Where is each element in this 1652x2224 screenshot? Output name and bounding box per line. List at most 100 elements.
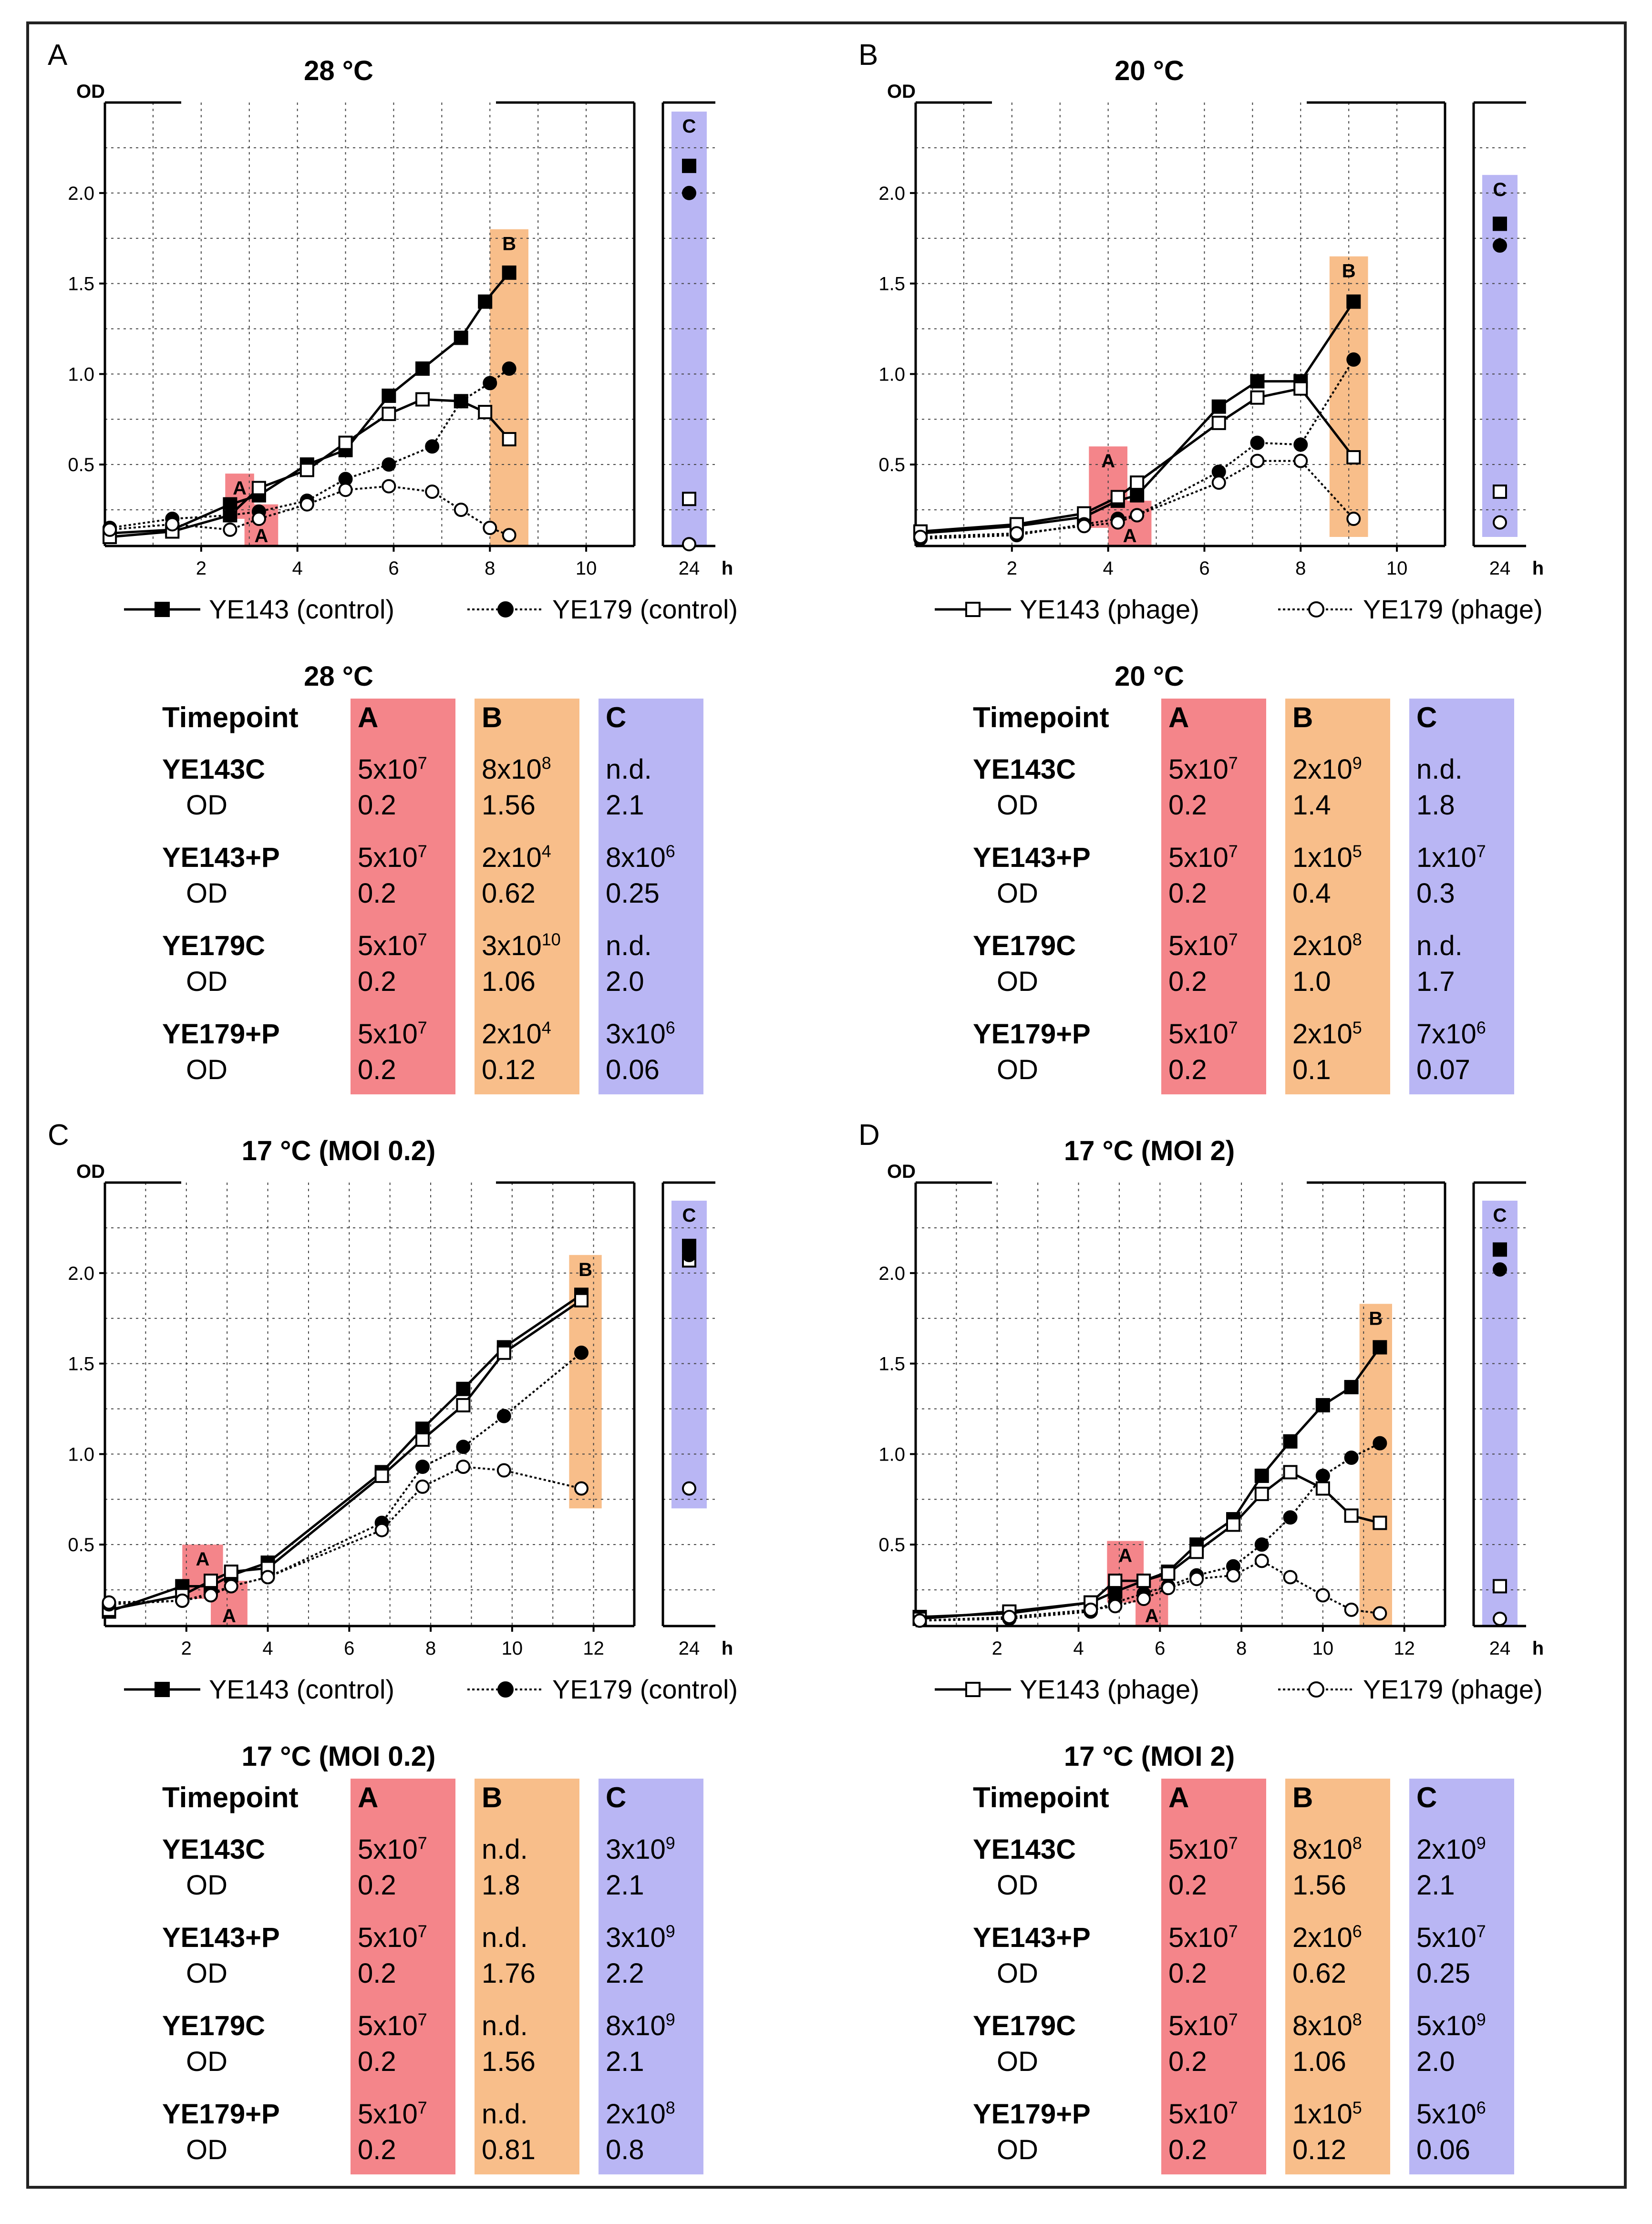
legend-swatch-dotted-filled-circle [467, 1681, 544, 1698]
exponent: 5 [1352, 841, 1362, 861]
panel-label: B [858, 39, 878, 72]
table-header-b: B [1292, 701, 1313, 733]
data-point [1373, 1515, 1387, 1530]
exponent: 7 [417, 841, 427, 861]
row-label: YE143C [973, 1834, 1076, 1865]
exponent: 7 [1228, 753, 1238, 773]
row-label-od: OD [186, 1958, 227, 1989]
x-tick-label: 8 [1295, 558, 1306, 579]
row-label-od: OD [997, 790, 1038, 821]
band-letter-b: B [1342, 261, 1356, 282]
data-point [223, 508, 237, 523]
data-point [1373, 1606, 1387, 1621]
data-point [415, 392, 430, 407]
table-column-bg-c [599, 1779, 703, 2174]
row-label: YE179C [973, 930, 1076, 961]
y-tick-label: 1.5 [68, 274, 94, 295]
table-title: 20 °C [1115, 661, 1184, 692]
series-line [108, 1294, 582, 1613]
row-label: YE143+P [162, 1922, 280, 1953]
row-label-od: OD [186, 966, 227, 997]
table-cell-c: 8x109 [606, 2009, 675, 2041]
band-letter-a: A [233, 478, 247, 499]
y-tick-label: 1.5 [878, 1354, 905, 1375]
row-label-od: OD [997, 878, 1038, 909]
table-cell-a: 0.2 [1168, 878, 1207, 909]
series-line [109, 1465, 582, 1604]
x-tick-label: 10 [502, 1638, 523, 1659]
exponent: 5 [1352, 2098, 1362, 2118]
data-point [374, 1468, 389, 1483]
row-label-od: OD [186, 2134, 227, 2165]
table-cell-c: 2.1 [1416, 1870, 1455, 1901]
legend-label: YE179 (control) [552, 1674, 738, 1704]
table-cell-c: 0.06 [1416, 2134, 1470, 2165]
chart-title: 28 °C [304, 55, 373, 86]
data-point [1226, 1517, 1240, 1532]
data-point [1293, 437, 1308, 452]
legend-label: YE143 (phage) [1020, 1674, 1199, 1704]
y-tick-label: 1.0 [68, 364, 94, 385]
exponent: 9 [1352, 753, 1362, 773]
table-cell-a: 0.2 [358, 1054, 396, 1085]
data-point [1344, 1602, 1359, 1617]
table-cell-b: 2x105 [1292, 1018, 1362, 1050]
table-cell-c: 3x109 [606, 1833, 675, 1865]
y-tick-label: 2.0 [68, 1263, 94, 1284]
data-point [1254, 1554, 1269, 1568]
table-title: 28 °C [304, 661, 373, 692]
y-tick-label: 1.5 [878, 274, 905, 295]
data-point [415, 1459, 430, 1474]
x-tick-label: 12 [1394, 1638, 1415, 1659]
data-point [1315, 1398, 1330, 1412]
table-cell-b: n.d. [482, 1922, 528, 1953]
exponent: 7 [417, 1833, 427, 1853]
data-point [1254, 1537, 1269, 1552]
table-column-bg-b [1285, 1779, 1390, 2174]
band-letter-c: C [682, 1205, 696, 1226]
data-point [1226, 1568, 1240, 1583]
data-point [1189, 1572, 1204, 1586]
data-point [1315, 1481, 1330, 1496]
table-cell-a: 0.2 [1168, 1870, 1207, 1901]
table-cell-c: n.d. [606, 930, 652, 961]
data-point [502, 432, 516, 447]
data-point [496, 1463, 511, 1478]
table-cell-c: 0.06 [606, 1054, 660, 1085]
table-column-bg-a [351, 1779, 455, 2174]
table-cell-b: 1.56 [482, 790, 536, 821]
x-tick-label: 8 [425, 1638, 436, 1659]
data-point [483, 376, 497, 391]
table-cell-a: 5x107 [1168, 1833, 1238, 1865]
data-point [574, 1481, 589, 1496]
panel-label: C [48, 1119, 69, 1152]
data-point [415, 361, 430, 376]
data-point [1283, 1570, 1298, 1585]
legend-item-ye143-control: YE143 (control) [124, 594, 394, 625]
table-cell-a: 5x107 [358, 753, 427, 785]
x-tick-label-24: 24 [679, 558, 700, 579]
data-point [382, 406, 396, 421]
legend: YE143 (control) YE179 (control) [124, 1674, 816, 1712]
table-cell-a: 0.2 [1168, 966, 1207, 997]
exponent: 6 [1476, 2098, 1486, 2118]
data-point [1283, 1434, 1298, 1449]
cfu-table: Timepoint A B C YE143C 5x107 8x108 n.d. OD 0.2 1.5… [134, 699, 754, 1109]
series-line [109, 485, 510, 536]
table-cell-a: 0.2 [358, 2134, 396, 2165]
panel-c: C 17 °C (MOI 0.2) 0.5 1.0 1.5 2.0 OD 2 4 6 8 10 12… [29, 1102, 839, 2184]
table-cell-c: 2.1 [606, 2046, 644, 2077]
y-tick-label: 0.5 [68, 454, 94, 475]
data-point-24h [682, 537, 696, 552]
band-letter-c: C [1493, 179, 1507, 200]
data-point [454, 503, 468, 517]
exponent: 7 [1228, 1921, 1238, 1941]
data-point [1130, 508, 1145, 523]
table-column-bg-a [1161, 699, 1266, 1094]
x-tick-label: 12 [583, 1638, 604, 1659]
exponent: 9 [1476, 2009, 1486, 2029]
x-axis-label: h [722, 558, 733, 579]
legend-item-ye143-control: YE143 (control) [124, 1674, 394, 1705]
legend-label: YE179 (control) [552, 594, 738, 624]
